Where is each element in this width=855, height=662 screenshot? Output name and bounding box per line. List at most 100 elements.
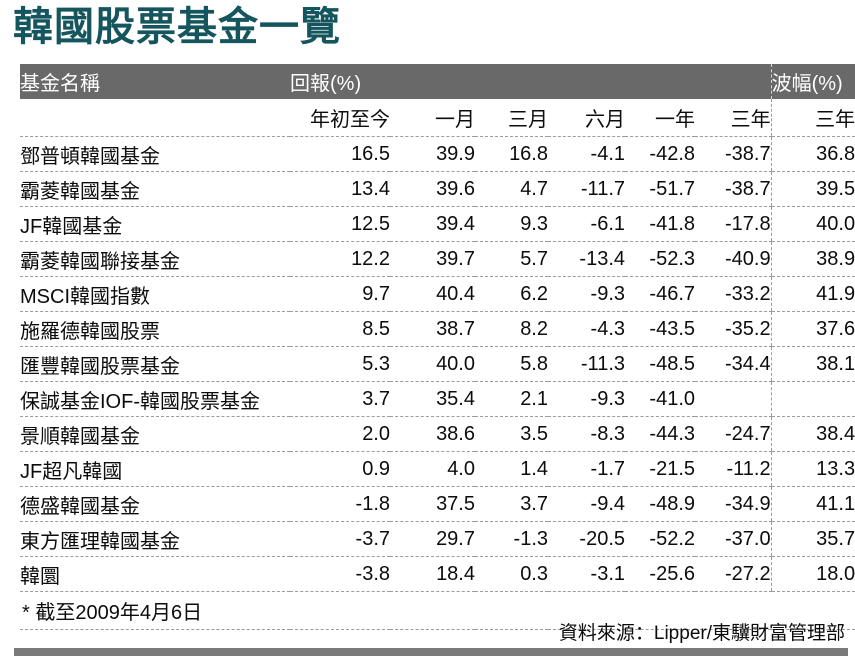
column-header-1y: 一年 [625,99,695,137]
value-cell: 12.2 [290,241,390,277]
value-cell: -44.3 [625,416,695,452]
value-cell: 5.7 [475,241,548,277]
value-cell: 38.9 [770,241,855,277]
value-cell: 12.5 [290,206,390,242]
value-cell: 4.7 [475,171,548,207]
value-cell: 4.0 [390,451,475,487]
table-row: 東方匯理韓國基金 -3.7 29.7 -1.3 -20.5 -52.2 -37.0 35.7 [20,521,855,557]
value-cell: -40.9 [695,241,772,277]
value-cell [695,381,772,417]
header-bar-row: 基金名稱 回報(%) 波幅(%) [20,64,855,99]
column-header-vol-3y: 三年 [770,99,855,137]
fund-name-cell: JF超凡韓國 [20,451,290,487]
value-cell: 3.7 [475,486,548,522]
value-cell: -24.7 [695,416,772,452]
value-cell: -51.7 [625,171,695,207]
value-cell: -17.8 [695,206,772,242]
value-cell: -9.3 [548,381,625,417]
value-cell: 1.4 [475,451,548,487]
value-cell: -3.7 [290,521,390,557]
column-header-empty [20,99,290,137]
table-row: 景順韓國基金 2.0 38.6 3.5 -8.3 -44.3 -24.7 38.4 [20,416,855,452]
table-body: 鄧普頓韓國基金 16.5 39.9 16.8 -4.1 -42.8 -38.7 36.8 霸菱韓… [20,136,855,592]
value-cell: 37.5 [390,486,475,522]
value-cell: 2.0 [290,416,390,452]
value-cell: 37.6 [770,311,855,347]
value-cell: 41.1 [770,486,855,522]
table-footer: * 截至2009年4月6日 [20,591,855,630]
value-cell: 40.4 [390,276,475,312]
column-header-1m: 一月 [390,99,475,137]
value-cell: -25.6 [625,556,695,592]
fund-name-cell: 德盛韓國基金 [20,486,290,522]
value-cell: 36.8 [770,136,855,172]
fund-name-cell: 景順韓國基金 [20,416,290,452]
value-cell: 3.5 [475,416,548,452]
value-cell: 39.7 [390,241,475,277]
value-cell: 39.6 [390,171,475,207]
value-cell: 40.0 [390,346,475,382]
value-cell: -6.1 [548,206,625,242]
value-cell: -11.2 [695,451,772,487]
value-cell: -37.0 [695,521,772,557]
value-cell: 13.3 [770,451,855,487]
value-cell: -46.7 [625,276,695,312]
value-cell: 38.7 [390,311,475,347]
sub-header-row: 年初至今 一月 三月 六月 一年 三年 三年 [20,99,855,137]
fund-name-cell: 韓圜 [20,556,290,592]
fund-name-cell: 霸菱韓國聯接基金 [20,241,290,277]
value-cell: -20.5 [548,521,625,557]
value-cell: -38.7 [695,171,772,207]
value-cell: 41.9 [770,276,855,312]
column-header-ytd: 年初至今 [290,99,390,137]
column-group-returns: 回報(%) [290,64,772,99]
table-row: 霸菱韓國基金 13.4 39.6 4.7 -11.7 -51.7 -38.7 39.5 [20,171,855,207]
column-group-fund-name: 基金名稱 [20,64,290,99]
value-cell: -11.3 [548,346,625,382]
value-cell: -1.3 [475,521,548,557]
footnote-row: * 截至2009年4月6日 [20,591,855,630]
value-cell: -41.8 [625,206,695,242]
value-cell: -1.8 [290,486,390,522]
value-cell: -48.9 [625,486,695,522]
table-row: MSCI韓國指數 9.7 40.4 6.2 -9.3 -46.7 -33.2 41.9 [20,276,855,312]
value-cell: 9.7 [290,276,390,312]
value-cell: 3.7 [290,381,390,417]
value-cell: -38.7 [695,136,772,172]
value-cell: -9.4 [548,486,625,522]
value-cell: 39.5 [770,171,855,207]
value-cell: 5.3 [290,346,390,382]
value-cell: 0.9 [290,451,390,487]
value-cell: -3.8 [290,556,390,592]
fund-name-cell: 鄧普頓韓國基金 [20,136,290,172]
value-cell: 0.3 [475,556,548,592]
table-row: 霸菱韓國聯接基金 12.2 39.7 5.7 -13.4 -52.3 -40.9 38.9 [20,241,855,277]
value-cell: 18.0 [770,556,855,592]
fund-name-cell: 霸菱韓國基金 [20,171,290,207]
table-header: 基金名稱 回報(%) 波幅(%) 年初至今 一月 三月 六月 一年 三年 三年 [20,64,855,137]
value-cell: 5.8 [475,346,548,382]
value-cell: -9.3 [548,276,625,312]
value-cell: 38.6 [390,416,475,452]
fund-name-cell: 保誠基金IOF-韓國股票基金 [20,381,290,417]
value-cell: 40.0 [770,206,855,242]
value-cell: -27.2 [695,556,772,592]
table-row: 德盛韓國基金 -1.8 37.5 3.7 -9.4 -48.9 -34.9 41.1 [20,486,855,522]
value-cell: -4.3 [548,311,625,347]
table-row: 韓圜 -3.8 18.4 0.3 -3.1 -25.6 -27.2 18.0 [20,556,855,592]
value-cell: -42.8 [625,136,695,172]
table-row: JF韓國基金 12.5 39.4 9.3 -6.1 -41.8 -17.8 40.0 [20,206,855,242]
value-cell: 13.4 [290,171,390,207]
value-cell: 9.3 [475,206,548,242]
value-cell: -21.5 [625,451,695,487]
fund-name-cell: 匯豐韓國股票基金 [20,346,290,382]
value-cell: -41.0 [625,381,695,417]
value-cell: 35.7 [770,521,855,557]
value-cell: -34.4 [695,346,772,382]
value-cell: -35.2 [695,311,772,347]
value-cell: -52.2 [625,521,695,557]
page-title: 韓國股票基金一覽 [13,5,341,49]
value-cell: -52.3 [625,241,695,277]
value-cell: 39.9 [390,136,475,172]
column-header-3y: 三年 [695,99,772,137]
